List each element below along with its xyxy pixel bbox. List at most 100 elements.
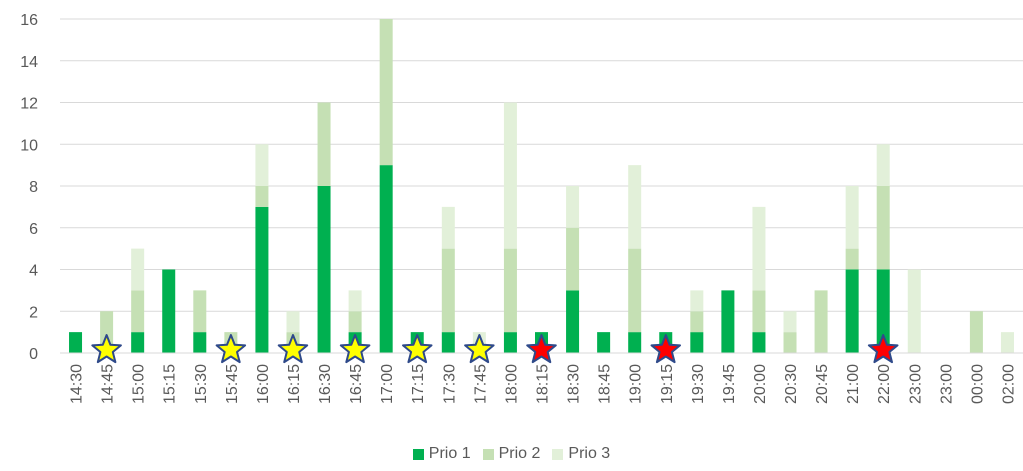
x-tick-label: 20:30 xyxy=(783,364,800,404)
bar-segment-prio-2 xyxy=(503,248,517,333)
bar-segment-prio-1 xyxy=(721,290,735,353)
legend-label: Prio 2 xyxy=(498,445,541,462)
yellow-star-icon xyxy=(215,334,247,364)
y-tick-label: 4 xyxy=(29,263,38,280)
x-tick-label: 20:45 xyxy=(814,364,831,404)
x-tick-label: 18:30 xyxy=(566,364,583,404)
y-tick-label: 0 xyxy=(29,346,38,363)
bar-segment-prio-3 xyxy=(348,290,362,312)
legend-swatch xyxy=(412,448,424,460)
legend-item-prio-3: Prio 3 xyxy=(552,445,610,463)
yellow-star-icon xyxy=(91,334,122,364)
y-tick-label: 12 xyxy=(20,96,38,113)
bar-segment-prio-1 xyxy=(255,206,269,353)
x-tick-label: 00:00 xyxy=(969,364,986,404)
y-tick-label: 16 xyxy=(20,12,38,29)
bar-segment-prio-3 xyxy=(845,186,859,249)
y-tick-label: 8 xyxy=(29,179,38,196)
bar-segment-prio-3 xyxy=(1000,332,1014,353)
x-tick-label: 17:15 xyxy=(410,364,427,404)
bar-segment-prio-3 xyxy=(286,311,300,333)
bar-segment-prio-2 xyxy=(783,332,797,353)
bar-segment-prio-3 xyxy=(566,186,580,228)
bar-segment-prio-3 xyxy=(907,269,921,353)
x-tick-label: 19:00 xyxy=(628,364,645,404)
bar-segment-prio-2 xyxy=(814,290,828,353)
bar-segment-prio-3 xyxy=(441,206,455,249)
bar-segment-prio-1 xyxy=(317,186,331,353)
x-tick-label: 23:00 xyxy=(907,364,924,404)
x-tick-label: 15:45 xyxy=(224,364,241,404)
bar-segment-prio-1 xyxy=(379,165,393,353)
x-tick-label: 23:00 xyxy=(938,364,955,404)
bar-segment-prio-2 xyxy=(317,102,331,186)
x-tick-label: 17:00 xyxy=(379,364,396,404)
bar-segment-prio-1 xyxy=(845,269,859,353)
y-tick-label: 2 xyxy=(29,304,38,321)
x-tick-label: 21:00 xyxy=(845,364,862,404)
y-tick-label: 6 xyxy=(29,221,38,238)
x-tick-label: 15:00 xyxy=(131,364,148,404)
legend-item-prio-1: Prio 1 xyxy=(412,445,471,463)
legend-swatch xyxy=(552,448,564,460)
bar-segment-prio-1 xyxy=(690,332,704,353)
x-tick-label: 19:30 xyxy=(690,364,707,404)
bar-segment-prio-1 xyxy=(441,332,455,353)
bar-segment-prio-1 xyxy=(752,332,766,353)
bar-segment-prio-3 xyxy=(131,248,145,291)
star-markers xyxy=(91,334,899,364)
x-tick-label: 15:30 xyxy=(193,364,210,404)
bar-segment-prio-2 xyxy=(255,186,269,207)
y-axis-tick-labels: 0 2 4 6 8 10 12 14 16 xyxy=(20,12,38,363)
bar-segment-prio-1 xyxy=(162,269,176,353)
bar-segment-prio-2 xyxy=(131,290,145,333)
bar-segment-prio-2 xyxy=(690,311,704,333)
bar-segment-prio-1 xyxy=(69,332,83,353)
bar-segment-prio-3 xyxy=(628,165,642,249)
x-tick-label: 17:45 xyxy=(472,364,489,404)
bar-segment-prio-2 xyxy=(379,19,393,166)
x-tick-label: 18:45 xyxy=(597,364,614,404)
bar-segment-prio-1 xyxy=(628,332,642,353)
red-star-icon xyxy=(650,334,681,364)
x-tick-label: 02:00 xyxy=(1000,364,1017,404)
x-tick-label: 14:30 xyxy=(69,364,86,404)
bar-segment-prio-2 xyxy=(348,311,362,333)
bar-segment-prio-2 xyxy=(876,186,890,270)
legend-item-prio-2: Prio 2 xyxy=(482,445,541,463)
bar-segment-prio-3 xyxy=(255,144,269,186)
bar-segment-prio-3 xyxy=(783,311,797,333)
legend-label: Prio 1 xyxy=(428,445,471,462)
yellow-star-icon xyxy=(402,334,433,364)
red-star-icon xyxy=(526,334,557,364)
legend-label: Prio 3 xyxy=(568,445,611,462)
x-tick-label: 17:30 xyxy=(441,364,458,404)
bar-segment-prio-3 xyxy=(690,290,704,312)
x-tick-label: 14:45 xyxy=(100,364,117,404)
red-star-icon xyxy=(867,334,899,364)
bar-segment-prio-2 xyxy=(566,227,580,291)
gridlines xyxy=(60,18,1023,312)
bar-segment-prio-2 xyxy=(969,311,983,353)
x-tick-label: 16:15 xyxy=(286,364,303,404)
bar-segment-prio-1 xyxy=(566,290,580,353)
bar-segment-prio-2 xyxy=(441,248,455,333)
x-tick-label: 19:45 xyxy=(721,364,738,404)
yellow-star-icon xyxy=(339,334,371,364)
bar-segment-prio-1 xyxy=(597,332,611,353)
x-tick-label: 19:15 xyxy=(659,364,676,404)
x-tick-label: 18:00 xyxy=(503,364,520,404)
x-tick-label: 16:30 xyxy=(317,364,334,404)
y-tick-label: 14 xyxy=(20,54,38,71)
bar-segment-prio-3 xyxy=(503,102,517,249)
x-tick-label: 16:00 xyxy=(255,364,272,404)
x-tick-label: 16:45 xyxy=(348,364,365,404)
yellow-star-icon xyxy=(277,334,309,364)
bar-segment-prio-3 xyxy=(752,206,766,291)
x-axis-tick-labels: 14:30 14:45 15:00 15:15 15:30 15:45 16:00 16:15… xyxy=(69,364,1018,404)
x-tick-label: 20:00 xyxy=(752,364,769,404)
x-tick-label: 22:00 xyxy=(876,364,893,404)
bar-segment-prio-3 xyxy=(876,144,890,186)
bar-segment-prio-1 xyxy=(503,332,517,353)
